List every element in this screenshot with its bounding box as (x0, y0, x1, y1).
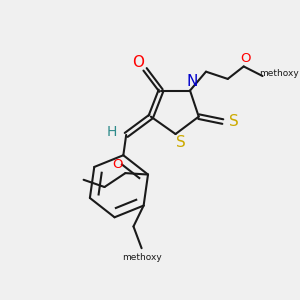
Text: O: O (132, 56, 144, 70)
Text: S: S (229, 114, 239, 129)
Text: N: N (187, 74, 198, 89)
Text: O: O (240, 52, 250, 65)
Text: S: S (176, 135, 186, 150)
Text: O: O (112, 158, 122, 172)
Text: methoxy: methoxy (122, 253, 161, 262)
Text: methoxy: methoxy (259, 69, 298, 78)
Text: H: H (107, 125, 118, 139)
